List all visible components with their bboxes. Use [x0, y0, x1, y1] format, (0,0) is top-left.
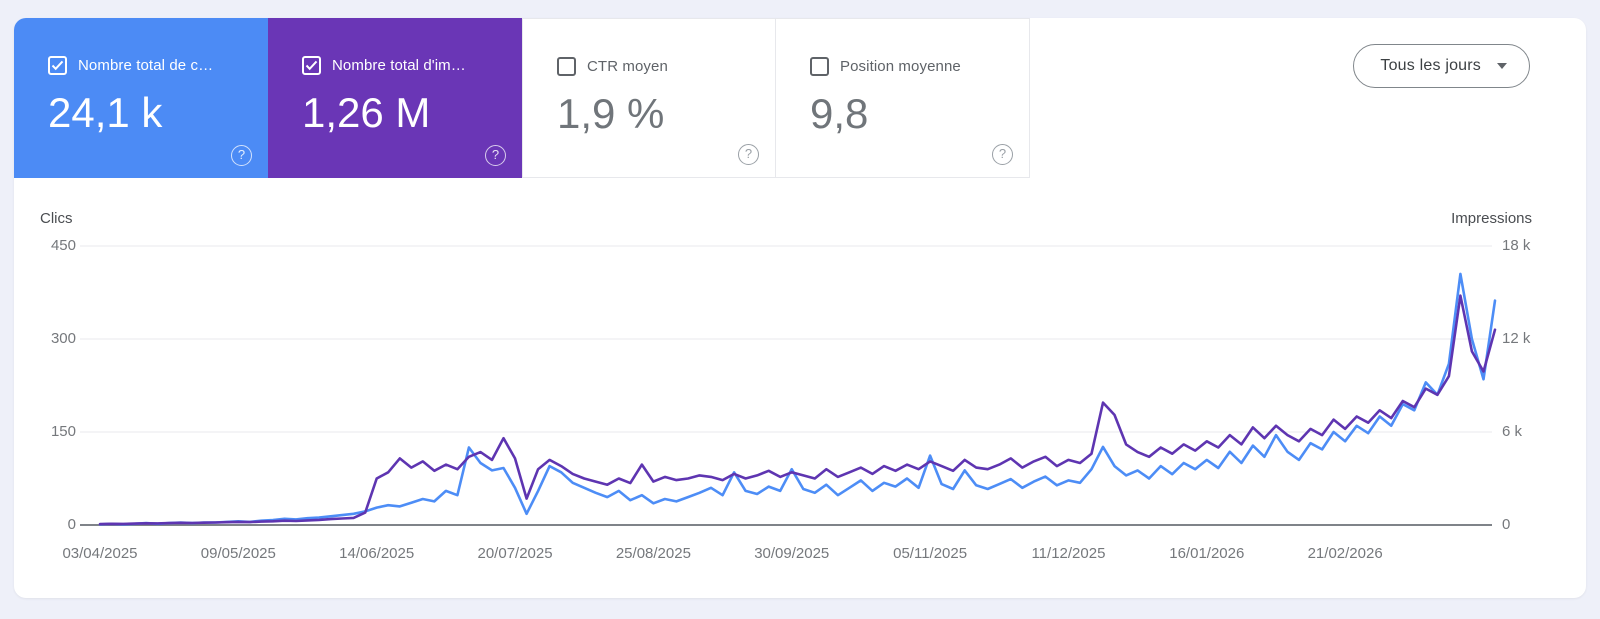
x-axis-tick: 05/11/2025 [893, 545, 968, 562]
metric-label: Nombre total de c… [78, 57, 214, 74]
x-axis-tick: 09/05/2025 [200, 545, 276, 562]
x-axis-tick: 16/01/2026 [1169, 545, 1245, 562]
help-icon[interactable]: ? [231, 145, 252, 166]
x-axis-tick: 03/04/2025 [62, 545, 138, 562]
caret-down-icon [1497, 63, 1507, 69]
checkbox-average-ctr[interactable] [557, 57, 576, 76]
metric-value-total-impressions: 1,26 M [302, 89, 431, 136]
x-axis-tick: 30/09/2025 [754, 545, 830, 562]
checkbox-total-clicks[interactable] [48, 56, 67, 75]
y-axis-tick-left: 300 [50, 330, 76, 347]
y-axis-tick-right: 0 [1502, 516, 1511, 533]
y-axis-tick-left: 450 [50, 237, 76, 254]
metric-label: CTR moyen [587, 58, 668, 75]
x-axis-tick: 11/12/2025 [1031, 545, 1106, 562]
metric-label: Nombre total d'im… [332, 57, 466, 74]
x-axis-tick: 14/06/2025 [339, 545, 415, 562]
impressions-line [98, 294, 1497, 526]
metric-cards-row: Nombre total de c… 24,1 k ? Nombre total… [14, 18, 1030, 178]
checkbox-average-position[interactable] [810, 57, 829, 76]
metric-card-average-ctr[interactable]: CTR moyen 1,9 % ? [522, 18, 776, 178]
metric-label: Position moyenne [840, 58, 961, 75]
metric-value-average-position: 9,8 [810, 90, 869, 137]
metric-value-average-ctr: 1,9 % [557, 90, 665, 137]
x-axis-tick: 20/07/2025 [477, 545, 553, 562]
x-axis-tick: 25/08/2025 [615, 545, 691, 562]
clics-line [98, 272, 1497, 526]
y-axis-tick-left: 0 [67, 516, 76, 533]
metric-card-average-position[interactable]: Position moyenne 9,8 ? [776, 18, 1030, 178]
checkbox-total-impressions[interactable] [302, 56, 321, 75]
left-axis-title: Clics [40, 210, 73, 227]
help-icon[interactable]: ? [485, 145, 506, 166]
performance-panel: Clics Impressions 0 150 300 450 0 6 k 12 k 18 k… [14, 18, 1586, 598]
check-icon [51, 60, 64, 71]
y-axis-tick-right: 12 k [1502, 330, 1531, 347]
x-axis-tick: 21/02/2026 [1307, 545, 1383, 562]
metric-card-total-clicks[interactable]: Nombre total de c… 24,1 k ? [14, 18, 268, 178]
y-axis-tick-right: 18 k [1502, 237, 1531, 254]
y-axis-tick-left: 150 [50, 423, 76, 440]
right-axis-title: Impressions [1451, 210, 1532, 227]
metric-value-total-clicks: 24,1 k [48, 89, 163, 136]
help-icon[interactable]: ? [992, 144, 1013, 165]
y-axis-tick-right: 6 k [1502, 423, 1523, 440]
date-range-label: Tous les jours [1380, 57, 1481, 74]
metric-card-total-impressions[interactable]: Nombre total d'im… 1,26 M ? [268, 18, 522, 178]
help-icon[interactable]: ? [738, 144, 759, 165]
check-icon [305, 60, 318, 71]
date-range-dropdown[interactable]: Tous les jours [1353, 44, 1530, 88]
